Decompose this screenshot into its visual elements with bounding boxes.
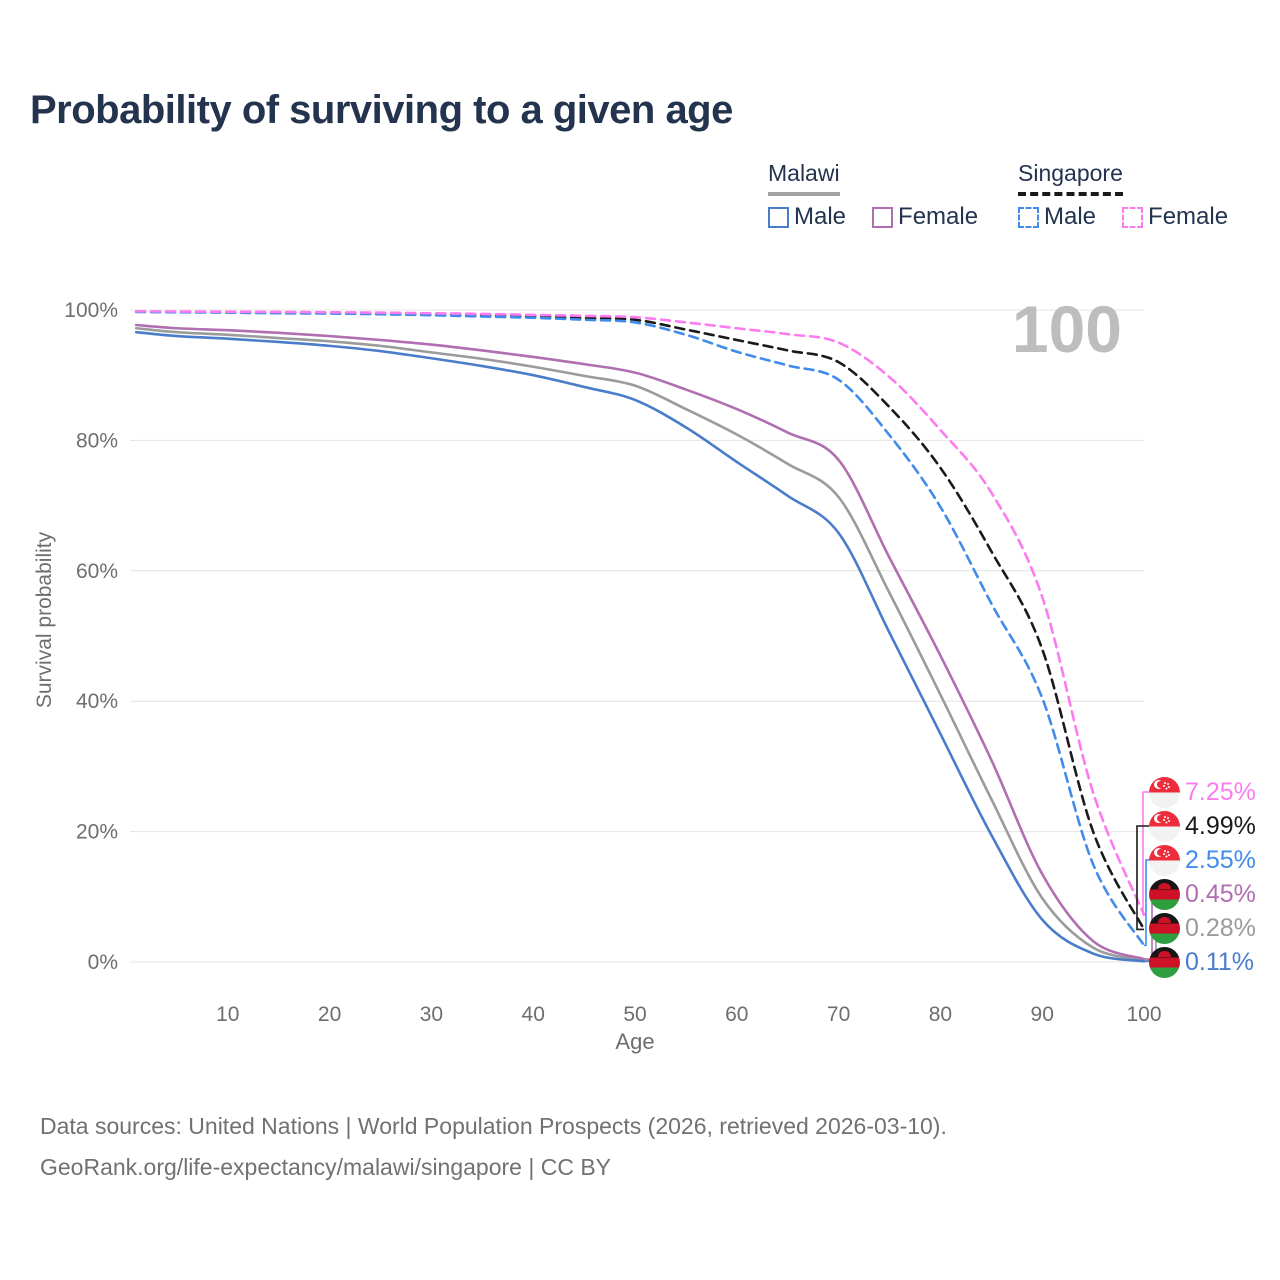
y-axis-title: Survival probability [33,531,56,709]
line-swatch-malawi-male [768,206,789,228]
end-value-malawi-female: 0.45% [1185,879,1256,908]
x-tick-label-50: 50 [623,1003,646,1026]
end-label-malawi-male: 0.11% [1149,945,1254,979]
legend-group-malawi: Malawi Male Female [768,160,978,231]
legend-label-malawi-male: Male [794,203,847,230]
curve-malawi-female[interactable] [134,323,1146,961]
curve-singapore-male[interactable] [134,310,1146,947]
legend-label-malawi-female: Female [898,203,979,230]
end-value-singapore-male: 2.55% [1185,845,1256,874]
x-tick-label-60: 60 [725,1003,748,1026]
malawi-flag-icon [1149,878,1180,910]
y-tick-label-60: 60% [76,560,118,583]
y-tick-label-100: 100% [64,299,118,322]
end-label-singapore-female: 7.25% [1149,775,1256,809]
x-tick-label-90: 90 [1031,1003,1054,1026]
legend-title-singapore[interactable]: Singapore [1018,160,1123,196]
end-label-malawi-both: 0.28% [1149,911,1256,945]
y-tick-label-80: 80% [76,429,118,452]
x-tick-label-80: 80 [929,1003,952,1026]
legend-label-singapore-male: Male [1044,203,1097,230]
y-tick-label-0: 0% [88,951,118,974]
data-source-line1: Data sources: United Nations | World Pop… [40,1113,947,1139]
x-tick-label-30: 30 [420,1003,443,1026]
connector-singapore-male [1144,859,1150,947]
end-value-singapore-both: 4.99% [1185,811,1256,840]
legend-label-singapore-female: Female [1148,203,1229,230]
curve-malawi-male[interactable] [134,330,1146,963]
end-label-singapore-both: 4.99% [1149,809,1256,843]
connector-singapore-female [1142,791,1150,916]
malawi-flag-icon [1149,946,1180,978]
singapore-flag-icon [1149,844,1180,876]
end-label-malawi-female: 0.45% [1149,877,1256,911]
y-tick-label-40: 40% [76,690,118,713]
x-tick-label-20: 20 [318,1003,341,1026]
x-tick-label-10: 10 [216,1003,239,1026]
legend-item-singapore-female[interactable]: Female [1122,203,1228,231]
page-title: Probability of surviving to a given age [30,88,733,132]
connector-singapore-both-sexes [1136,825,1150,931]
singapore-flag-icon [1149,810,1180,842]
singapore-flag-icon [1149,776,1180,808]
legend-item-singapore-male[interactable]: Male [1018,203,1096,231]
malawi-flag-icon [1149,912,1180,944]
legend-item-malawi-female[interactable]: Female [872,203,978,231]
end-value-malawi-male: 0.11% [1185,947,1255,976]
x-tick-label-40: 40 [522,1003,545,1026]
end-value-singapore-female: 7.25% [1185,777,1256,806]
end-label-singapore-male: 2.55% [1149,843,1256,877]
line-swatch-malawi-female [872,206,894,228]
legend-title-malawi[interactable]: Malawi [768,160,840,196]
line-swatch-singapore-male [1018,206,1039,228]
x-tick-label-100: 100 [1126,1003,1161,1026]
data-source-line2: GeoRank.org/life-expectancy/malawi/singa… [40,1154,612,1181]
legend-item-malawi-male[interactable]: Male [768,203,846,231]
x-tick-label-70: 70 [827,1003,850,1026]
end-value-malawi-both: 0.28% [1185,913,1256,942]
curve-singapore-female[interactable] [134,310,1146,917]
curve-malawi-both-sexes[interactable] [134,326,1146,962]
highlighted-age-annotation: 100 [1011,292,1122,366]
x-axis-title: Age [615,1029,654,1054]
legend-group-singapore: Singapore Male Female [1018,160,1228,231]
y-tick-label-20: 20% [76,821,118,844]
data-source-note: Data sources: United Nations | World Pop… [40,1106,947,1189]
line-swatch-singapore-female [1122,206,1144,228]
